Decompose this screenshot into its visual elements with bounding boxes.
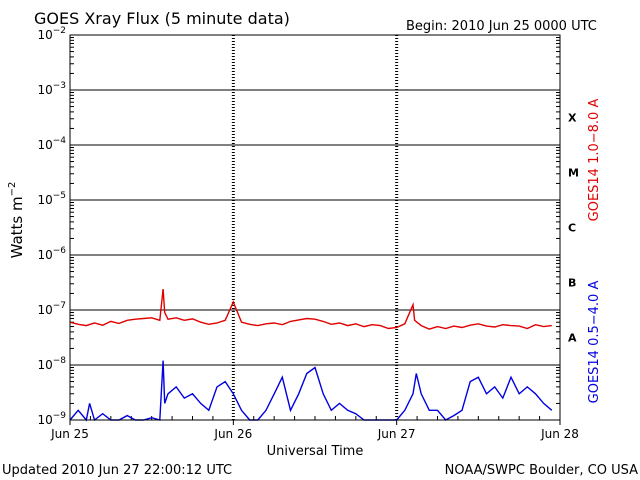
y-axis-label-text: Watts m [8, 196, 26, 258]
flare-class-label: X [568, 112, 577, 125]
x-axis: Jun 25 Jun 26 Jun 27 Jun 28 [50, 416, 579, 441]
y-tick-base: 10 [37, 28, 52, 42]
series-long [69, 289, 552, 330]
y-tick-exponent: −8 [53, 356, 67, 366]
y-tick-label: 10−8 [37, 356, 66, 372]
y-tick-base: 10 [37, 358, 52, 372]
y-tick-base: 10 [37, 248, 52, 262]
day-divider-lines [231, 35, 399, 420]
begin-label: Begin: 2010 Jun 25 0000 UTC [406, 19, 597, 34]
x-tick-label: Jun 28 [540, 427, 579, 441]
y-tick-exponent: −2 [53, 26, 66, 36]
y-tick-base: 10 [37, 193, 52, 207]
y-axis: 10−210−310−410−510−610−710−810−9 [37, 26, 560, 427]
y-tick-label: 10−3 [37, 81, 66, 97]
y-tick-exponent: −9 [53, 411, 67, 421]
y-tick-label: 10−6 [37, 246, 66, 262]
legend-long: GOES14 1.0−8.0 A [587, 99, 602, 222]
series-line-short [69, 360, 553, 422]
updated-label: Updated 2010 Jun 27 22:00:12 UTC [2, 463, 232, 478]
series-line-long [69, 289, 552, 330]
y-tick-label: 10−2 [37, 26, 66, 42]
y-tick-label: 10−7 [37, 301, 66, 317]
y-tick-label: 10−9 [37, 411, 66, 427]
x-axis-label: Universal Time [267, 444, 364, 459]
y-tick-exponent: −3 [53, 81, 66, 91]
y-tick-base: 10 [37, 413, 52, 427]
flare-class-label: M [568, 167, 579, 180]
x-tick-label: Jun 27 [377, 427, 416, 441]
y-tick-label: 10−4 [37, 136, 66, 152]
x-tick-label: Jun 26 [213, 427, 252, 441]
chart-title: GOES Xray Flux (5 minute data) [34, 9, 290, 28]
flare-class-labels: X M C B A [568, 112, 579, 345]
series-short [69, 360, 553, 422]
y-tick-label: 10−5 [37, 191, 66, 207]
y-axis-label: Watts m−2 [7, 182, 26, 259]
y-tick-base: 10 [37, 138, 52, 152]
credit-label: NOAA/SWPC Boulder, CO USA [445, 463, 638, 478]
flare-class-label: B [568, 277, 576, 290]
y-tick-base: 10 [37, 83, 52, 97]
y-tick-exponent: −6 [53, 246, 67, 256]
x-tick-label: Jun 25 [50, 427, 89, 441]
y-tick-exponent: −5 [53, 191, 66, 201]
y-tick-exponent: −4 [53, 136, 67, 146]
horizontal-gridlines [70, 89, 560, 366]
legend-short: GOES14 0.5−4.0 A [587, 281, 602, 404]
plot-frame [69, 34, 561, 421]
y-axis-label-exp: −2 [7, 182, 18, 197]
y-tick-exponent: −7 [53, 301, 66, 311]
flare-class-label: A [568, 332, 577, 345]
y-tick-base: 10 [37, 303, 52, 317]
flare-class-label: C [568, 222, 576, 235]
